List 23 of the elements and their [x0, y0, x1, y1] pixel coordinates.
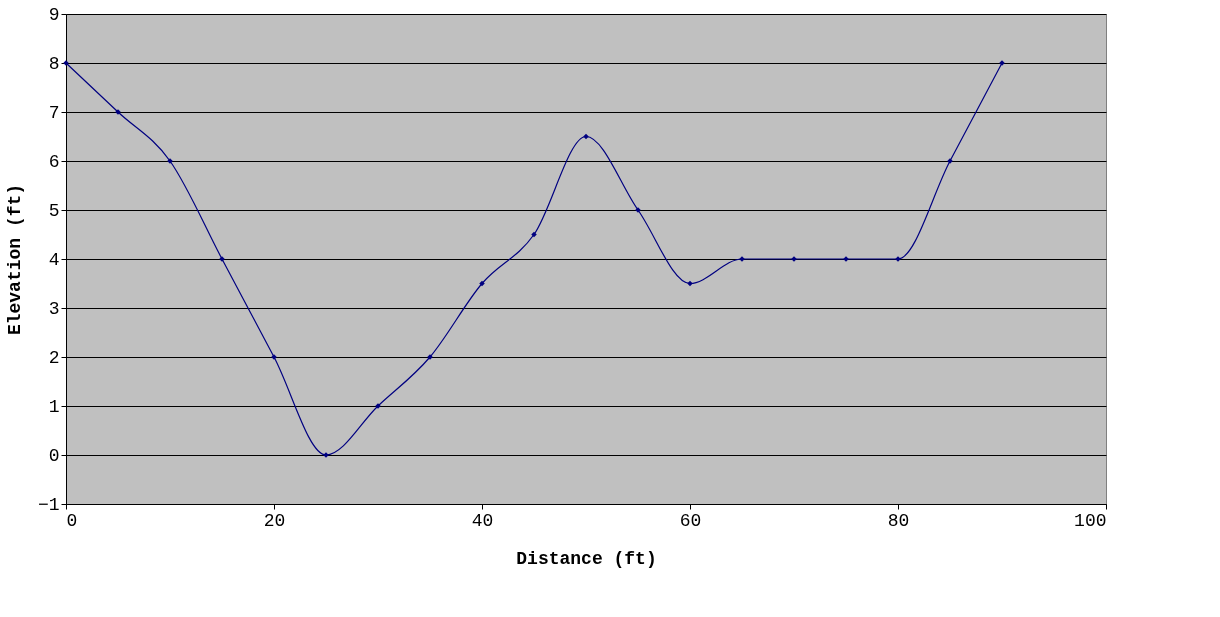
y-tick-label: 2	[48, 347, 60, 368]
point	[531, 231, 537, 238]
y-tick-label: 1	[48, 396, 60, 417]
x-tick-label: 0	[66, 510, 78, 531]
x-tick-label: 80	[887, 510, 910, 531]
y-tick-label: 7	[48, 102, 60, 123]
y-axis-title: Elevation (ft)	[4, 183, 25, 336]
x-tick-label: 20	[263, 510, 286, 531]
x-tick-label: 100	[1074, 510, 1107, 531]
point	[583, 133, 589, 140]
y-tick-label: 9	[48, 4, 60, 25]
x-axis-title: Distance (ft)	[516, 548, 657, 569]
y-tick-label: 4	[48, 249, 60, 270]
point	[687, 280, 693, 287]
y-tick-label: 6	[48, 151, 60, 172]
x-tick-label: 40	[471, 510, 494, 531]
y-tick-label: 5	[48, 200, 60, 221]
y-tick-label: 8	[48, 53, 60, 74]
y-tick-label: −1	[37, 494, 60, 515]
point	[479, 280, 485, 287]
x-tick-label: 60	[679, 510, 702, 531]
y-tick-label: 3	[48, 298, 60, 319]
y-tick-label: 0	[48, 445, 60, 466]
